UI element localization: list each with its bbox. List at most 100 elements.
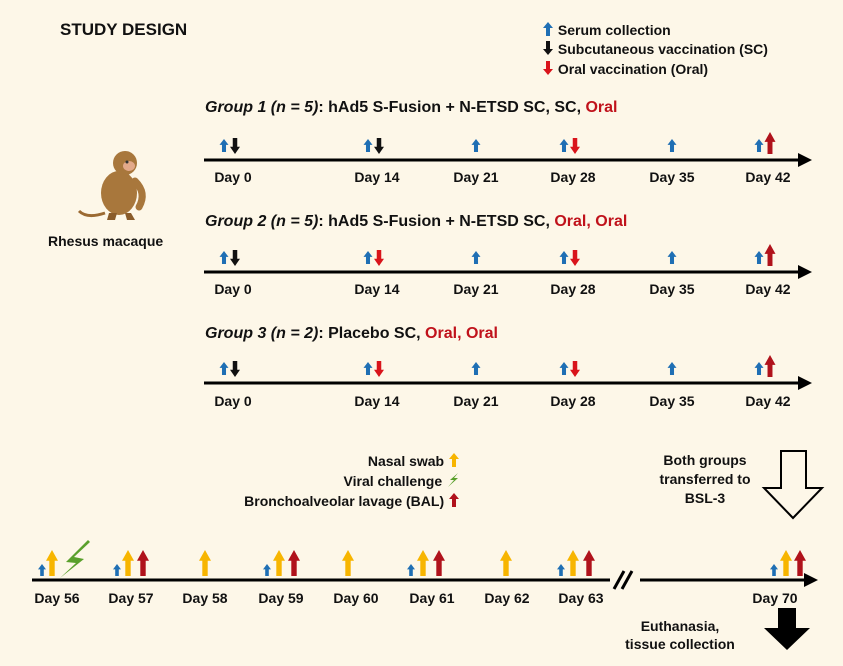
nasal-swab-arrow [417,550,429,576]
group-1-day-label: Day 21 [453,169,499,185]
bal-arrow-icon [449,493,459,507]
serum-arrow [363,362,373,375]
transfer-line-2: transferred to [659,471,751,487]
nasal-arrow-icon [449,453,459,467]
oral-vaccination-arrow [764,132,776,154]
euthanasia-arrow-icon [764,608,810,650]
transfer-note: Both groups transferred to BSL-3 [640,451,770,508]
challenge-day-label: Day 58 [182,590,228,606]
serum-arrow [219,139,229,152]
challenge-day-label: Day 70 [752,590,798,606]
sc-arrow-icon [543,41,553,55]
group-2-oral: Oral, Oral [554,213,628,230]
bal-arrow [583,550,595,576]
serum-arrow [667,251,677,264]
group-2-title: Group 2 (n = 5): hAd5 S-Fusion + N-ETSD … [205,213,627,231]
legend-viral: Viral challenge [260,472,460,489]
challenge-day-label: Day 61 [409,590,455,606]
serum-arrow [113,564,121,576]
bal-arrow [137,550,149,576]
legend-bal-label: Bronchoalveolar lavage (BAL) [244,493,445,509]
serum-arrow [471,251,481,264]
nasal-swab-arrow [273,550,285,576]
page-title: STUDY DESIGN [60,20,188,39]
bal-arrow [433,550,445,576]
oral-vaccination-arrow [570,361,580,377]
group-1-day-label: Day 0 [214,169,252,185]
serum-arrow [363,251,373,264]
serum-arrow [219,251,229,264]
legend-oral: Oral vaccination (Oral) [542,60,708,77]
nasal-swab-arrow [500,550,512,576]
serum-arrow [471,362,481,375]
sc-vaccination-arrow [230,138,240,154]
nasal-swab-arrow [122,550,134,576]
oral-arrow-icon [543,61,553,75]
nasal-swab-arrow [342,550,354,576]
serum-arrow [263,564,271,576]
bal-arrow [288,550,300,576]
serum-arrow [407,564,415,576]
serum-arrow [754,139,764,152]
group-3-oral: Oral, Oral [425,325,498,342]
nasal-swab-arrow [567,550,579,576]
legend-bal: Bronchoalveolar lavage (BAL) [160,492,460,509]
serum-arrow [754,251,764,264]
serum-arrow [667,362,677,375]
challenge-day-label: Day 62 [484,590,530,606]
group-1-day-label: Day 28 [550,169,596,185]
group-2-day-label: Day 21 [453,281,499,297]
serum-arrow [219,362,229,375]
group-2-name: Group 2 (n = 5) [205,213,319,230]
group-2-day-label: Day 42 [745,281,791,297]
euthanasia-line-1: Euthanasia, [640,618,720,634]
group-3-day-label: Day 42 [745,393,791,409]
oral-vaccination-arrow [764,244,776,266]
euthanasia-line-2: tissue collection [625,636,735,652]
sc-vaccination-arrow [230,361,240,377]
group-2-day-label: Day 28 [550,281,596,297]
legend-nasal-label: Nasal swab [367,453,445,469]
sc-vaccination-arrow [230,250,240,266]
legend-oral-label: Oral vaccination (Oral) [557,61,709,77]
animal-label: Rhesus macaque [48,233,164,249]
group-3-day-label: Day 0 [214,393,252,409]
challenge-day-label: Day 60 [333,590,379,606]
group-3-day-label: Day 28 [550,393,596,409]
serum-arrow [363,139,373,152]
nasal-swab-arrow [46,550,58,576]
challenge-day-label: Day 56 [34,590,80,606]
transfer-line-3: BSL-3 [684,490,726,506]
oral-vaccination-arrow [374,250,384,266]
viral-challenge-icon [60,540,90,578]
legend-sc-label: Subcutaneous vaccination (SC) [557,41,768,57]
bal-arrow [794,550,806,576]
serum-arrow-icon [543,22,553,36]
legend-sc: Subcutaneous vaccination (SC) [542,40,768,57]
group-1-name: Group 1 (n = 5) [205,99,319,116]
challenge-day-label: Day 57 [108,590,154,606]
group-3-timeline-head [798,376,812,390]
oral-vaccination-arrow [570,138,580,154]
group-1-day-label: Day 14 [354,169,400,185]
group-2-day-label: Day 35 [649,281,695,297]
group-2-timeline-head [798,265,812,279]
group-3-day-label: Day 21 [453,393,499,409]
oral-vaccination-arrow [764,355,776,377]
legend-nasal: Nasal swab [300,452,460,469]
euthanasia-note: Euthanasia, tissue collection [600,617,760,653]
transfer-line-1: Both groups [663,452,747,468]
serum-arrow [38,564,46,576]
axis-break [612,570,626,590]
serum-arrow [559,362,569,375]
group-1-title: Group 1 (n = 5): hAd5 S-Fusion + N-ETSD … [205,99,617,117]
group-2-day-label: Day 14 [354,281,400,297]
serum-arrow [559,139,569,152]
group-3-day-label: Day 14 [354,393,400,409]
monkey-icon [77,151,146,220]
group-3-regimen: : Placebo SC, [318,325,426,342]
serum-arrow [754,362,764,375]
group-1-day-label: Day 35 [649,169,695,185]
serum-arrow [559,251,569,264]
group-1-timeline-head [798,153,812,167]
